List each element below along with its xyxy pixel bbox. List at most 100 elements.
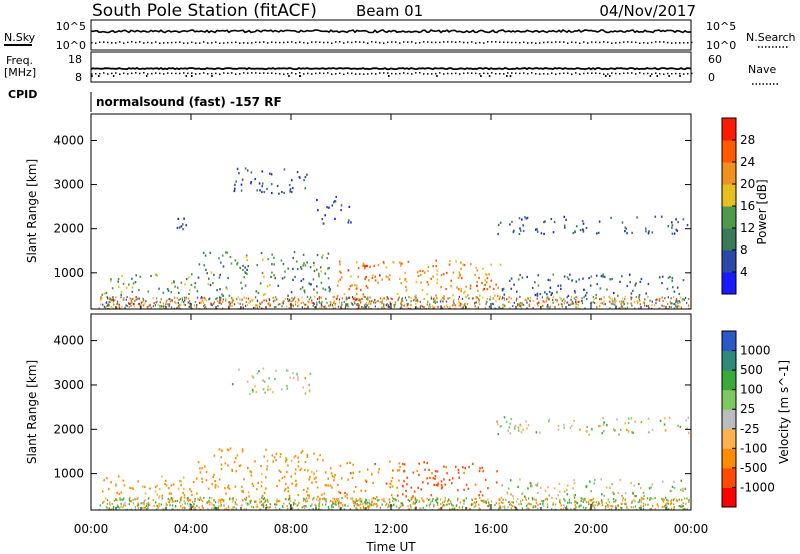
heatmap-cell xyxy=(470,263,472,266)
heatmap-cell xyxy=(200,498,202,501)
heatmap-cell xyxy=(401,262,403,265)
heatmap-cell xyxy=(292,186,294,190)
heatmap-cell xyxy=(509,422,512,425)
heatmap-cell xyxy=(509,279,511,282)
heatmap-cell xyxy=(98,508,100,510)
heatmap-cell xyxy=(238,464,241,468)
heatmap-cell xyxy=(106,477,108,480)
heatmap-cell xyxy=(120,491,123,494)
heatmap-cell xyxy=(119,307,121,309)
nave-tick-low: 0 xyxy=(708,71,715,84)
heatmap-cell xyxy=(673,506,675,509)
heatmap-cell xyxy=(528,508,530,510)
heatmap-cell xyxy=(410,296,412,299)
heatmap-cell xyxy=(327,477,329,480)
heatmap-cell xyxy=(306,494,309,497)
heatmap-cell xyxy=(313,261,315,264)
heatmap-cell xyxy=(401,297,404,300)
heatmap-cell xyxy=(220,463,223,466)
heatmap-cell xyxy=(432,307,434,309)
heatmap-cell xyxy=(358,499,360,502)
heatmap-cell xyxy=(393,305,396,308)
heatmap-cell xyxy=(614,301,616,304)
heatmap-cell xyxy=(462,499,464,502)
heatmap-cell xyxy=(286,470,288,474)
heatmap-cell xyxy=(324,214,326,217)
heatmap-cell xyxy=(324,306,327,309)
heatmap-cell xyxy=(546,296,548,299)
heatmap-cell xyxy=(196,290,199,293)
heatmap-cell xyxy=(367,302,370,305)
heatmap-cell xyxy=(194,286,196,289)
heatmap-cell xyxy=(158,495,161,498)
heatmap-cell xyxy=(667,296,669,299)
nsearch-dot xyxy=(179,41,181,43)
heatmap-cell xyxy=(507,429,509,432)
heatmap-cell xyxy=(680,505,682,508)
heatmap-cell xyxy=(351,284,353,287)
heatmap-cell xyxy=(611,278,613,281)
heatmap-cell xyxy=(523,303,525,306)
heatmap-cell xyxy=(552,503,554,506)
nsearch-dot xyxy=(283,41,285,44)
heatmap-cell xyxy=(531,497,533,500)
nave-dot xyxy=(163,73,165,75)
heatmap-cell xyxy=(356,298,358,301)
heatmap-cell xyxy=(399,307,402,309)
heatmap-cell xyxy=(274,506,277,509)
heatmap-cell xyxy=(682,487,684,490)
nsearch-dot xyxy=(611,42,613,44)
heatmap-cell xyxy=(436,301,438,303)
heatmap-cell xyxy=(303,497,305,500)
nsearch-dot xyxy=(639,42,641,44)
heatmap-cell xyxy=(216,289,218,292)
heatmap-cell xyxy=(355,498,357,501)
heatmap-cell xyxy=(611,483,613,486)
heatmap-cell xyxy=(227,449,230,452)
heatmap-cell xyxy=(236,262,239,265)
heatmap-cell xyxy=(560,287,562,290)
nave-dot xyxy=(295,72,297,75)
heatmap-cell xyxy=(649,498,651,501)
heatmap-cell xyxy=(143,502,145,505)
heatmap-cell xyxy=(663,417,666,420)
heatmap-cell xyxy=(575,301,577,304)
heatmap-cell xyxy=(338,260,341,263)
nsearch-dot xyxy=(367,42,369,44)
heatmap-cell xyxy=(125,286,128,289)
heatmap-cell xyxy=(242,490,244,493)
heatmap-cell xyxy=(457,298,460,301)
heatmap-cell xyxy=(544,489,547,492)
heatmap-cell xyxy=(268,298,270,301)
heatmap-cell xyxy=(109,279,112,282)
heatmap-cell xyxy=(450,285,452,288)
heatmap-cell xyxy=(419,273,422,277)
heatmap-cell xyxy=(546,497,548,500)
heatmap-cell xyxy=(306,307,309,309)
heatmap-cell xyxy=(474,497,476,500)
heatmap-cell xyxy=(432,297,435,300)
heatmap-cell xyxy=(389,460,391,463)
nave-dot xyxy=(531,72,533,74)
heatmap-cell xyxy=(183,296,186,299)
heatmap-cell xyxy=(436,501,438,504)
heatmap-cell xyxy=(109,301,112,304)
heatmap-cell xyxy=(496,470,498,473)
nsearch-dot xyxy=(347,41,349,43)
heatmap-cell xyxy=(312,498,314,501)
heatmap-cell xyxy=(590,301,592,304)
heatmap-cell xyxy=(495,502,497,505)
heatmap-cell xyxy=(267,385,270,388)
heatmap-cell xyxy=(283,168,286,171)
heatmap-cell xyxy=(256,306,259,309)
heatmap-cell xyxy=(522,499,524,502)
heatmap-cell xyxy=(357,302,359,305)
heatmap-cell xyxy=(292,503,295,506)
heatmap-cell xyxy=(280,388,283,391)
heatmap-cell xyxy=(435,294,437,297)
heatmap-cell xyxy=(341,301,343,304)
heatmap-cell xyxy=(316,486,319,489)
heatmap-cell xyxy=(414,502,416,505)
heatmap-cell xyxy=(533,505,535,507)
heatmap-cell xyxy=(194,282,197,285)
